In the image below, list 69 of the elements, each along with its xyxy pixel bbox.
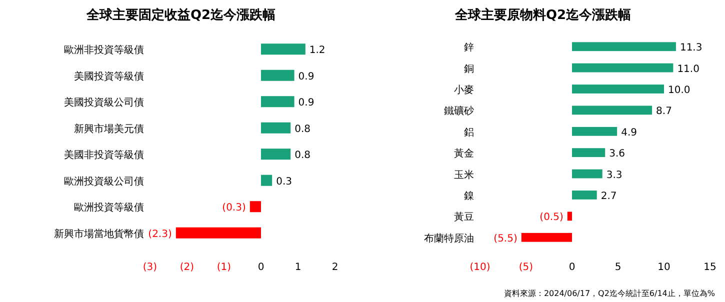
bar (572, 42, 676, 52)
x-tick-label: (5) (518, 262, 534, 273)
data-label: (5.5) (494, 233, 518, 244)
data-label: 0.9 (298, 71, 314, 82)
data-label: 2.7 (600, 191, 617, 202)
y-tick-label: 歐洲非投資等級債 (64, 44, 144, 56)
bar (572, 63, 674, 72)
y-tick-label: 布蘭特原油 (424, 232, 474, 244)
bar (176, 227, 261, 238)
bar (572, 169, 602, 178)
y-tick-label: 新興市場當地貨幣債 (54, 228, 144, 240)
x-tick-label: 10 (658, 262, 670, 273)
data-label: (0.3) (222, 202, 246, 214)
x-tick-label: 2 (332, 262, 338, 273)
y-tick-label: 鐵礦砂 (444, 105, 474, 118)
bar (261, 44, 306, 55)
y-tick-label: 歐洲投資級公司債 (64, 175, 144, 188)
source-note: 資料來源：2024/06/17，Q2迄今統計至6/14止，單位為% (504, 289, 716, 298)
y-tick-label: 歐洲投資等級債 (74, 202, 144, 214)
bar (572, 148, 606, 158)
data-label: 8.7 (656, 106, 672, 118)
bar (572, 126, 618, 136)
chart-title: 全球主要原物料Q2迄今漲跌幅 (454, 7, 632, 23)
data-label: (0.5) (540, 212, 564, 224)
data-label: 0.3 (276, 176, 292, 188)
bar (261, 174, 272, 186)
x-tick-label: (1) (216, 262, 232, 273)
x-tick-label: 0 (568, 262, 576, 273)
y-tick-label: 美國投資級公司債 (64, 96, 144, 109)
data-label: 4.9 (621, 127, 637, 138)
data-label: 3.3 (606, 170, 622, 181)
y-tick-label: 新興市場美元債 (74, 122, 144, 135)
x-tick-label: 15 (704, 262, 716, 273)
x-tick-label: (10) (470, 262, 490, 273)
bar (261, 70, 294, 81)
x-tick-label: 0 (258, 262, 264, 273)
bar (572, 106, 652, 115)
x-tick-label: 5 (614, 262, 622, 273)
data-label: 0.9 (298, 98, 314, 109)
y-tick-label: 美國非投資等級債 (64, 149, 144, 162)
data-label: 11.0 (677, 64, 700, 75)
x-tick-label: (3) (142, 262, 158, 273)
data-label: 1.2 (309, 45, 326, 56)
data-label: 0.8 (294, 124, 311, 135)
data-label: (2.3) (148, 228, 172, 240)
y-tick-label: 黃金 (454, 148, 474, 160)
data-label: 10.0 (668, 85, 690, 96)
y-tick-label: 銅 (464, 64, 474, 75)
bar (261, 148, 291, 160)
bar (572, 84, 664, 94)
y-tick-label: 鋅 (464, 42, 474, 54)
chart-title: 全球主要固定收益Q2迄今漲跌幅 (85, 7, 276, 23)
bar (567, 212, 572, 221)
y-tick-label: 黃豆 (454, 211, 474, 224)
y-tick-label: 鎳 (464, 191, 474, 202)
x-tick-label: 1 (294, 262, 302, 273)
y-tick-label: 鋁 (464, 127, 474, 138)
y-tick-label: 玉米 (454, 168, 474, 181)
bar (572, 190, 597, 200)
data-label: 3.6 (609, 148, 626, 160)
data-label: 11.3 (680, 42, 702, 54)
y-tick-label: 美國投資等級債 (74, 70, 144, 82)
bar (521, 232, 572, 242)
bar (261, 96, 294, 108)
bar (250, 201, 261, 212)
y-tick-label: 小麥 (454, 84, 474, 96)
data-label: 0.8 (294, 150, 311, 162)
bar (261, 122, 291, 134)
x-tick-label: (2) (180, 262, 194, 273)
